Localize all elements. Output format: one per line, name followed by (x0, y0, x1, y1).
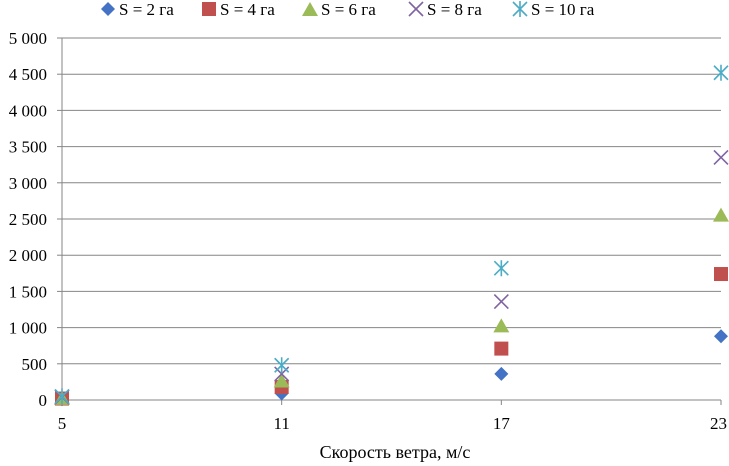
data-point-x (493, 293, 509, 310)
y-tick-label: 1 000 (9, 319, 47, 338)
y-tick-label: 4 000 (9, 101, 47, 120)
y-tick-label: 5 000 (9, 29, 47, 48)
legend-marker-star (512, 1, 528, 17)
data-point-x (713, 149, 729, 166)
legend-label: S = 4 га (220, 0, 275, 19)
y-axis-tick-labels: 0 500 1 000 1 500 2 000 2 500 3 000 3 500 4 000 4… (9, 29, 47, 410)
x-tick-label: 17 (493, 414, 511, 433)
axes (57, 37, 722, 405)
legend: S = 2 га S = 4 га S = 6 га S = 8 га S = 10 г… (101, 0, 595, 19)
data-points (54, 64, 729, 407)
x-axis-title: Скорость ветра, м/с (320, 442, 471, 462)
x-tick-label: 23 (710, 414, 727, 433)
legend-marker-x (408, 1, 424, 17)
legend-label: S = 2 га (119, 0, 174, 19)
legend-label: S = 10 га (531, 0, 595, 19)
y-tick-label: 4 500 (9, 65, 47, 84)
y-tick-label: 0 (39, 391, 48, 410)
data-point-triangle (493, 318, 510, 333)
legend-marker-triangle (302, 2, 318, 16)
legend-label: S = 6 га (321, 0, 376, 19)
x-axis-tick-labels: 5 11 17 23 (58, 414, 727, 433)
data-point-diamond (714, 329, 728, 344)
legend-label: S = 8 га (427, 0, 482, 19)
data-point-diamond (494, 366, 509, 381)
data-point-square (494, 341, 509, 356)
data-point-triangle (273, 373, 290, 388)
data-point-square (714, 267, 728, 282)
legend-marker-diamond (101, 2, 115, 16)
data-point-triangle (713, 207, 729, 222)
y-tick-label: 2 000 (9, 246, 47, 265)
x-tick-label: 11 (273, 414, 289, 433)
y-tick-label: 3 000 (9, 174, 47, 193)
y-tick-label: 500 (22, 355, 48, 374)
gridlines (62, 37, 721, 365)
data-point-star (493, 260, 509, 277)
data-point-star (274, 357, 290, 374)
y-tick-label: 3 500 (9, 138, 47, 157)
y-tick-label: 2 500 (9, 210, 47, 229)
data-point-star (54, 388, 70, 405)
legend-marker-square (202, 2, 216, 16)
data-point-star (713, 64, 729, 81)
y-tick-label: 1 500 (9, 282, 47, 301)
x-tick-label: 5 (58, 414, 67, 433)
